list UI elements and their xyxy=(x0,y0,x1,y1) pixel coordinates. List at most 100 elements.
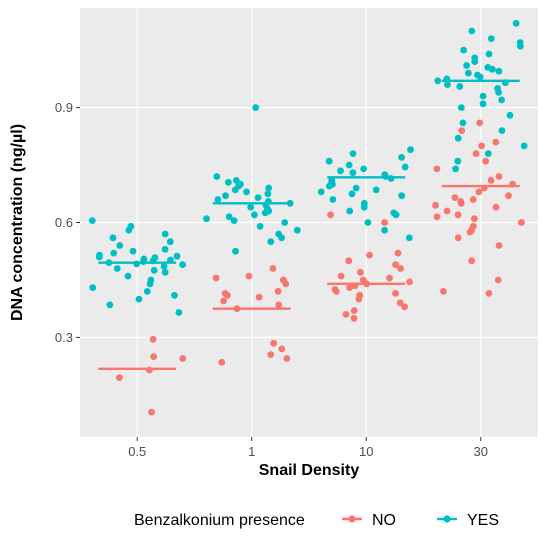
data-point-yes xyxy=(179,261,187,268)
data-point-no xyxy=(212,274,220,282)
data-point-no xyxy=(397,265,404,272)
data-point-yes xyxy=(468,27,476,35)
data-point-no xyxy=(505,192,512,200)
data-point-yes xyxy=(317,188,325,196)
data-point-yes xyxy=(252,104,260,111)
data-point-no xyxy=(218,358,226,366)
data-point-yes xyxy=(173,252,181,260)
data-point-yes xyxy=(161,230,169,238)
data-point-no xyxy=(492,203,500,211)
data-point-no xyxy=(267,351,275,358)
data-point-no xyxy=(394,249,402,257)
data-point-yes xyxy=(256,222,264,230)
data-point-yes xyxy=(89,284,97,291)
data-point-yes xyxy=(214,196,222,203)
data-point-yes xyxy=(349,169,357,177)
data-point-yes xyxy=(495,67,503,75)
legend: Benzalkonium presence NO YES xyxy=(134,512,499,529)
data-point-yes xyxy=(150,267,158,274)
y-tick-label: 0.6 xyxy=(55,215,73,230)
data-point-yes xyxy=(345,161,353,169)
data-point-yes xyxy=(275,230,283,238)
data-point-no xyxy=(495,173,503,180)
data-point-no xyxy=(221,290,229,297)
data-point-yes xyxy=(110,249,118,257)
data-point-yes xyxy=(230,217,238,225)
data-point-no xyxy=(386,274,393,282)
data-point-yes xyxy=(147,276,155,284)
data-point-yes xyxy=(171,291,178,299)
data-point-yes xyxy=(484,150,492,158)
data-point-no xyxy=(451,194,459,202)
data-point-no xyxy=(485,290,493,297)
data-point-yes xyxy=(454,157,462,165)
data-point-no xyxy=(345,257,353,265)
data-point-no xyxy=(494,276,502,284)
data-point-yes xyxy=(398,192,406,200)
data-point-yes xyxy=(512,19,520,27)
legend-key-point-no xyxy=(348,515,356,523)
data-point-yes xyxy=(479,92,487,100)
data-point-yes xyxy=(88,217,96,225)
data-point-yes xyxy=(506,111,514,119)
data-point-no xyxy=(396,299,404,307)
data-point-no xyxy=(518,219,525,226)
data-point-yes xyxy=(516,39,524,46)
data-point-no xyxy=(346,284,353,291)
data-point-yes xyxy=(474,71,481,79)
data-point-no xyxy=(283,355,291,362)
data-point-no xyxy=(275,301,283,309)
data-point-yes xyxy=(328,177,336,184)
data-point-no xyxy=(457,198,465,205)
data-point-no xyxy=(278,345,286,353)
data-point-no xyxy=(366,251,373,259)
data-points xyxy=(88,19,528,416)
data-point-no xyxy=(469,222,477,230)
data-point-no xyxy=(469,196,477,203)
data-point-no xyxy=(270,339,278,347)
data-point-yes xyxy=(113,265,121,272)
data-point-yes xyxy=(444,81,451,88)
data-point-yes xyxy=(264,190,272,198)
data-point-yes xyxy=(254,194,262,202)
data-point-yes xyxy=(465,69,472,77)
data-point-no xyxy=(487,177,495,184)
data-point-yes xyxy=(454,134,462,142)
data-point-yes xyxy=(129,247,137,255)
data-point-no xyxy=(406,278,413,286)
data-point-no xyxy=(432,201,439,209)
data-point-no xyxy=(381,219,388,226)
data-point-yes xyxy=(471,54,479,62)
data-point-no xyxy=(116,374,123,381)
data-point-yes xyxy=(390,209,398,217)
data-point-yes xyxy=(456,83,464,90)
data-point-yes xyxy=(463,62,470,69)
data-point-yes xyxy=(329,196,337,203)
data-point-yes xyxy=(213,173,221,180)
data-point-no xyxy=(179,355,187,362)
data-point-yes xyxy=(520,142,528,150)
data-point-yes xyxy=(360,165,367,173)
data-point-no xyxy=(342,311,350,318)
x-tick-label: 0.5 xyxy=(128,444,146,459)
data-point-yes xyxy=(161,245,169,253)
data-point-yes xyxy=(434,77,442,85)
data-point-no xyxy=(443,207,451,215)
data-point-no xyxy=(454,211,462,219)
data-point-yes xyxy=(498,96,505,104)
data-point-yes xyxy=(251,211,258,219)
data-point-yes xyxy=(348,190,356,198)
y-axis-title: DNA concentration (ng/µl) xyxy=(9,124,26,321)
data-point-no xyxy=(482,157,490,165)
x-tick-label: 30 xyxy=(474,444,488,459)
data-point-yes xyxy=(293,226,301,234)
axis-ticks: 0.3 0.6 0.9 0.5 1 10 30 xyxy=(55,100,488,459)
data-point-no xyxy=(148,408,155,416)
data-point-yes xyxy=(457,104,465,111)
data-point-yes xyxy=(175,309,183,316)
data-point-yes xyxy=(232,247,239,255)
legend-key-point-yes xyxy=(443,515,451,523)
data-point-no xyxy=(356,291,364,299)
data-point-yes xyxy=(116,242,124,249)
data-point-no xyxy=(468,257,475,265)
